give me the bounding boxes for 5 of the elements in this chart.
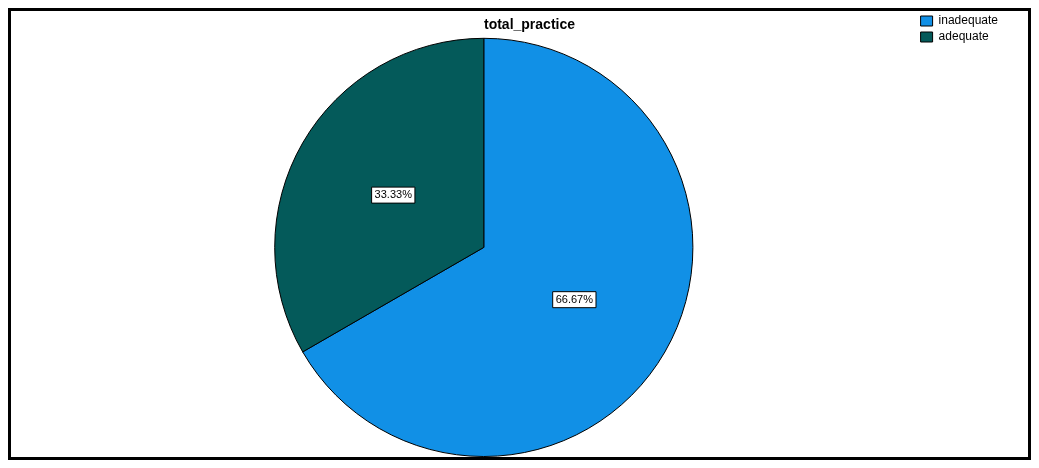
chart-title: total_practice	[483, 16, 576, 33]
data-label: 33.33%	[374, 188, 413, 201]
data-label: 66.67%	[555, 292, 594, 305]
legend-label: inadequate	[938, 13, 999, 28]
legend-label: adequate	[938, 29, 989, 44]
